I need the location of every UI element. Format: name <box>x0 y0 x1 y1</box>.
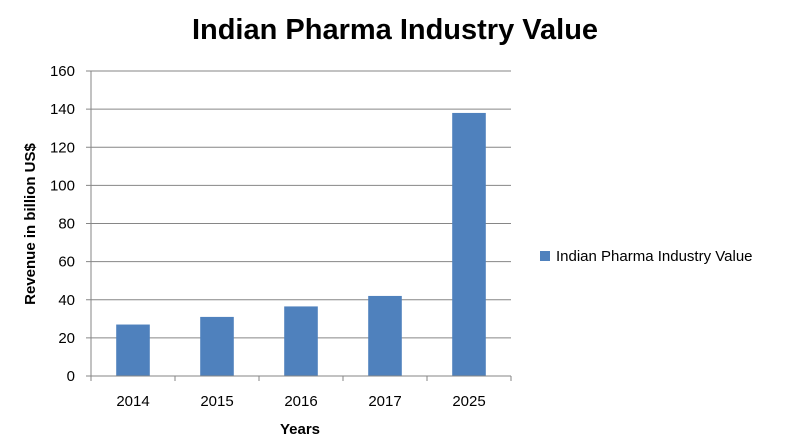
y-tick-label: 140 <box>50 101 75 118</box>
x-tick-label: 2016 <box>284 393 317 410</box>
bar-2016 <box>284 306 318 376</box>
y-tick-label: 0 <box>67 368 75 385</box>
bar-2025 <box>452 112 486 376</box>
x-tick-label: 2017 <box>368 393 401 410</box>
y-tick-label: 100 <box>50 177 75 194</box>
y-axis-title: Revenue in billion US$ <box>22 142 39 304</box>
bars <box>116 112 486 376</box>
legend-label: Indian Pharma Industry Value <box>556 248 753 265</box>
chart-title: Indian Pharma Industry Value <box>192 14 598 46</box>
y-tick-label: 120 <box>50 139 75 156</box>
y-tick-label: 80 <box>58 216 75 233</box>
y-tick-label: 20 <box>58 330 75 347</box>
x-axis-ticks: 2014 2015 2016 2017 2025 <box>90 376 512 410</box>
x-tick-label: 2015 <box>200 393 233 410</box>
x-tick-label: 2025 <box>452 393 485 410</box>
y-axis-ticks: 0 20 40 60 80 100 120 140 160 <box>50 63 91 385</box>
y-tick-label: 160 <box>50 63 75 80</box>
x-tick-label: 2014 <box>116 393 149 410</box>
gridlines <box>91 70 511 339</box>
x-axis-title: Years <box>280 421 320 438</box>
legend: Indian Pharma Industry Value <box>540 248 753 265</box>
legend-swatch <box>540 251 550 261</box>
y-tick-label: 60 <box>58 254 75 271</box>
bar-2014 <box>116 324 150 376</box>
bar-2015 <box>200 316 234 376</box>
y-tick-label: 40 <box>58 292 75 309</box>
bar-2017 <box>368 295 402 376</box>
